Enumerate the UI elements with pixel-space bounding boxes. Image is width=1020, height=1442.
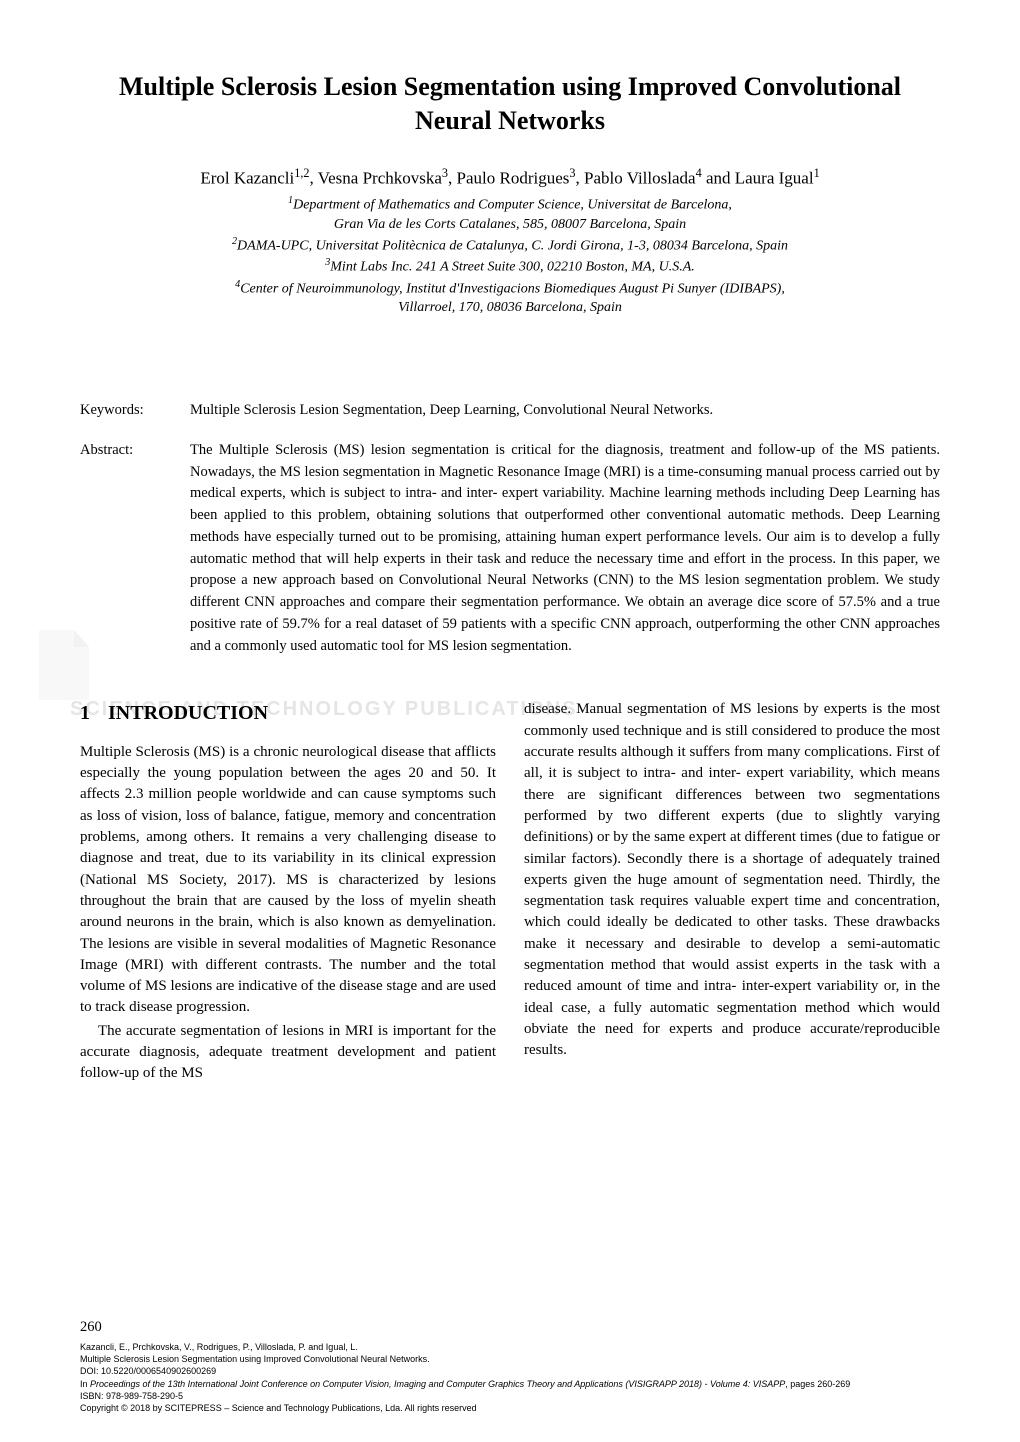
paper-fold-icon [34,625,94,705]
affiliation-2: 2DAMA-UPC, Universitat Politècnica de Ca… [80,235,940,257]
footer-line-3: DOI: 10.5220/0006540902600269 [80,1365,940,1377]
body-columns: 1 INTRODUCTION Multiple Sclerosis (MS) is… [80,699,940,1084]
affiliation-1: 1Department of Mathematics and Computer … [80,194,940,216]
column-left: 1 INTRODUCTION Multiple Sclerosis (MS) is… [80,699,496,1084]
section-heading: 1 INTRODUCTION [80,699,496,727]
footer-line-1: Kazancli, E., Prchkovska, V., Rodrigues,… [80,1341,940,1353]
title-line-1: Multiple Sclerosis Lesion Segmentation u… [119,72,901,101]
intro-paragraph-2: The accurate segmentation of lesions in … [80,1021,496,1085]
page-footer: 260 Kazancli, E., Prchkovska, V., Rodrig… [80,1318,940,1414]
intro-paragraph-1: Multiple Sclerosis (MS) is a chronic neu… [80,742,496,1019]
abstract-text: The Multiple Sclerosis (MS) lesion segme… [190,440,940,658]
section-title: INTRODUCTION [108,702,268,724]
affiliation-4: 4Center of Neuroimmunology, Institut d'I… [80,278,940,300]
footer-line-5: ISBN: 978-989-758-290-5 [80,1390,940,1402]
section-number: 1 [80,699,90,727]
abstract-row: Abstract: The Multiple Sclerosis (MS) le… [80,440,940,658]
column-right: disease. Manual segmentation of MS lesio… [524,699,940,1084]
footer-line-6: Copyright © 2018 by SCITEPRESS – Science… [80,1402,940,1414]
paper-title: Multiple Sclerosis Lesion Segmentation u… [80,70,940,138]
footer-line-2: Multiple Sclerosis Lesion Segmentation u… [80,1353,940,1365]
authors-line: Erol Kazancli1,2, Vesna Prchkovska3, Pau… [80,166,940,189]
page-number: 260 [80,1318,940,1338]
affiliation-1b: Gran Via de les Corts Catalanes, 585, 08… [80,216,940,235]
keywords-row: Keywords: Multiple Sclerosis Lesion Segm… [80,400,940,422]
intro-paragraph-3: disease. Manual segmentation of MS lesio… [524,699,940,1061]
footer-line-4: In Proceedings of the 13th International… [80,1378,940,1390]
abstract-label: Abstract: [80,440,190,658]
affiliation-3: 3Mint Labs Inc. 241 A Street Suite 300, … [80,256,940,278]
keywords-label: Keywords: [80,400,190,422]
affiliations-block: 1Department of Mathematics and Computer … [80,194,940,318]
affiliation-4b: Villarroel, 170, 08036 Barcelona, Spain [80,299,940,318]
title-line-2: Neural Networks [415,106,605,135]
keywords-text: Multiple Sclerosis Lesion Segmentation, … [190,400,940,422]
